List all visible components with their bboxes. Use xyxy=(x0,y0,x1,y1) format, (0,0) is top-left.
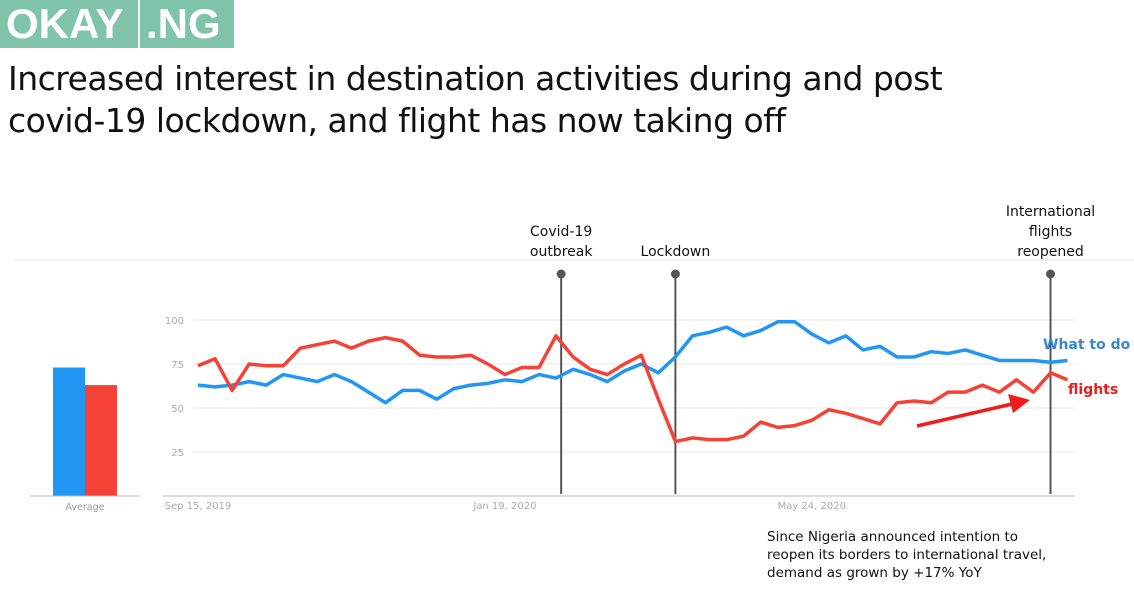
series-label-flights: flights xyxy=(1068,382,1118,398)
title-line-1: Increased interest in destination activi… xyxy=(8,59,943,98)
event-marker xyxy=(1046,269,1055,279)
footnote-line: reopen its borders to international trav… xyxy=(767,547,1047,563)
footnote-line: Since Nigeria announced intention to xyxy=(767,529,1018,545)
event-marker xyxy=(556,269,566,279)
y-tick-label: 100 xyxy=(165,316,184,327)
event-label: Lockdown xyxy=(641,244,711,260)
x-tick-label: Sep 15, 2019 xyxy=(165,501,232,512)
y-tick-label: 50 xyxy=(171,404,184,415)
event-label: outbreak xyxy=(530,244,593,260)
series-line-flights xyxy=(197,334,1069,444)
footnote-line: demand as grown by +17% YoY xyxy=(767,565,982,581)
logo-ng: .NG xyxy=(140,0,234,48)
y-tick-label: 25 xyxy=(171,448,184,459)
trend-arrow-head xyxy=(1008,394,1030,413)
y-tick-label: 75 xyxy=(171,360,184,371)
footnote: Since Nigeria announced intention to reo… xyxy=(767,528,1046,582)
title-line-2: covid-19 lockdown, and flight has now ta… xyxy=(8,101,786,140)
x-tick-label: Jan 19, 2020 xyxy=(472,501,536,512)
event-label: Covid-19 xyxy=(530,224,592,240)
event-label: International xyxy=(1006,204,1095,220)
x-tick-label: May 24, 2020 xyxy=(778,501,846,512)
event-label: reopened xyxy=(1017,244,1084,260)
event-label: flights xyxy=(1029,224,1072,240)
page-title: Increased interest in destination activi… xyxy=(8,58,943,142)
logo-okay: OKAY xyxy=(0,0,138,48)
event-marker xyxy=(670,269,680,279)
logo: OKAY .NG xyxy=(0,0,234,48)
average-label: Average xyxy=(65,502,104,513)
trend-arrow-shaft xyxy=(916,402,1013,428)
average-bar-flights xyxy=(85,385,117,496)
average-bar-what_to_do xyxy=(53,367,85,496)
series-label-what-to-do: What to do xyxy=(1043,337,1131,353)
series-line-what_to_do xyxy=(197,320,1068,405)
